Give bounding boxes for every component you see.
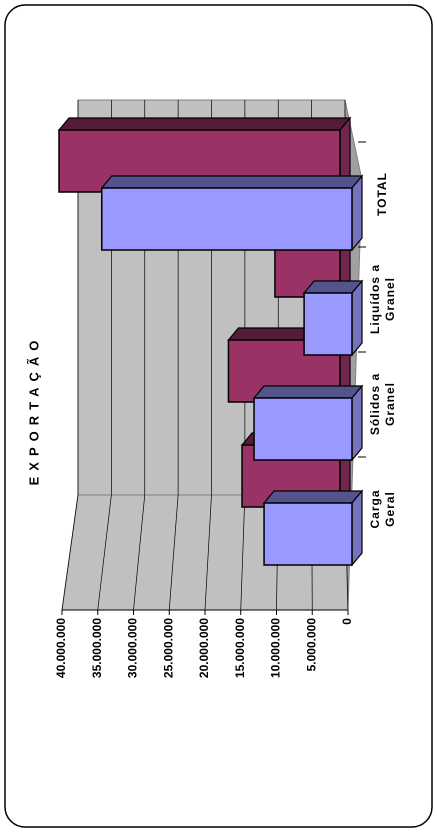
bar-side [252, 385, 364, 399]
label-line: Geral [383, 491, 397, 527]
bar-cap [351, 174, 363, 252]
label-line: Granel [383, 382, 397, 426]
x-tick-label: Sólidos aGranel [368, 373, 397, 435]
x-tick-label: Liquídos aGranel [368, 264, 397, 334]
bar-side [262, 490, 364, 504]
y-tick-label: 5.000.000 [304, 618, 318, 672]
chart-title: EXPORTAÇÃO [26, 335, 41, 486]
bar [101, 187, 353, 251]
label-line: Granel [383, 277, 397, 321]
y-tick-label: 0 [340, 618, 354, 625]
bar-cap [351, 279, 363, 357]
plot: EXPORTAÇÃO 0 5.000.000 10.000.000 15.000.00… [26, 99, 397, 678]
x-tick-label: TOTAL [375, 172, 389, 216]
label-line: Carga [368, 489, 382, 528]
label-line: Sólidos a [368, 373, 382, 435]
bar-cap [351, 489, 363, 567]
y-tick-label: 10.000.000 [269, 618, 283, 678]
y-tick-label: 35.000.000 [90, 618, 104, 678]
bar [253, 397, 353, 461]
x-tick-label: CargaGeral [368, 489, 397, 528]
label-line: Liquídos a [368, 264, 382, 334]
bar-cap [351, 384, 363, 462]
y-tick-label: 20.000.000 [197, 618, 211, 678]
y-tick-label: 30.000.000 [126, 618, 140, 678]
y-tick-label: 40.000.000 [54, 618, 68, 678]
y-tick-label: 15.000.000 [233, 618, 247, 678]
bar [263, 502, 353, 566]
bar-side [100, 175, 364, 189]
bar [303, 292, 353, 356]
bar-side [57, 117, 352, 131]
grid-line [61, 100, 79, 611]
y-tick-label: 25.000.000 [161, 618, 175, 678]
